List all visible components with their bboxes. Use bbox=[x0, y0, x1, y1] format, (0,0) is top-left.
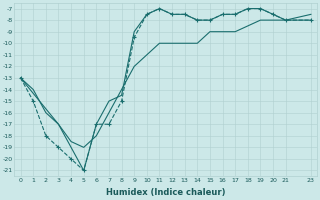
X-axis label: Humidex (Indice chaleur): Humidex (Indice chaleur) bbox=[106, 188, 226, 197]
